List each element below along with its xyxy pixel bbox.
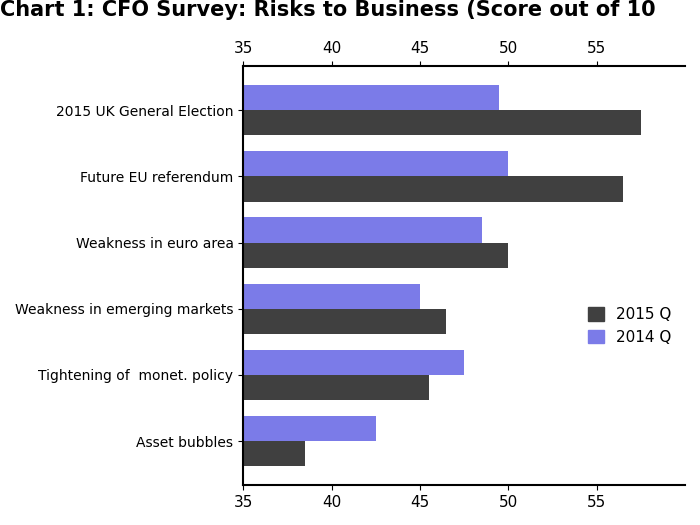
Bar	[243, 309, 447, 334]
Bar	[243, 85, 500, 110]
Bar	[243, 441, 305, 466]
Bar	[243, 375, 429, 400]
Bar	[243, 151, 508, 176]
Bar	[243, 416, 376, 441]
Bar	[243, 217, 482, 243]
Bar	[243, 243, 508, 268]
Text: Chart 1: CFO Survey: Risks to Business (Score out of 10: Chart 1: CFO Survey: Risks to Business (…	[0, 0, 656, 20]
Bar	[243, 284, 420, 309]
Bar	[243, 350, 464, 375]
Legend: 2015 Q, 2014 Q: 2015 Q, 2014 Q	[582, 301, 678, 351]
Bar	[243, 110, 640, 135]
Bar	[243, 176, 623, 202]
